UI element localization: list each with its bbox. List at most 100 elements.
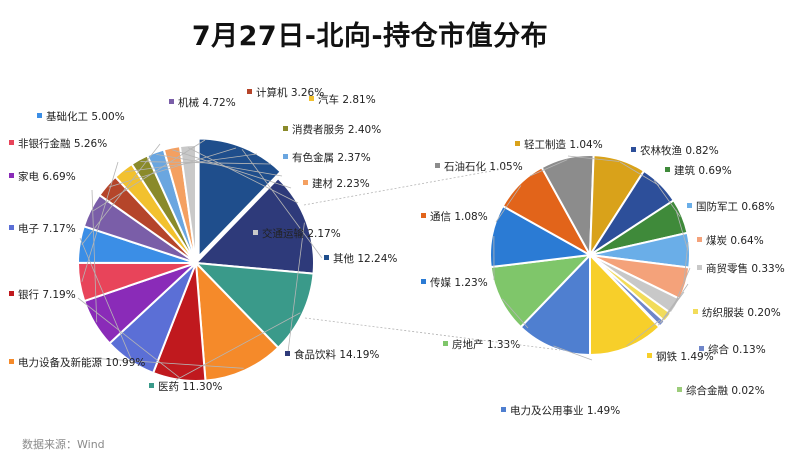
label-marker-main-9 bbox=[169, 99, 174, 104]
data-label-main-10: 计算机 3.26% bbox=[256, 86, 324, 99]
leader-line-sub-9 bbox=[683, 241, 689, 284]
label-marker-main-10 bbox=[247, 89, 252, 94]
label-marker-main-2 bbox=[149, 383, 154, 388]
leader-line-sub-14 bbox=[626, 319, 661, 347]
data-label-sub-11: 纺织服装 0.20% bbox=[702, 306, 781, 319]
label-marker-main-3 bbox=[9, 359, 14, 364]
data-label-main-0: 其他 12.24% bbox=[333, 252, 397, 265]
label-marker-main-5 bbox=[9, 225, 14, 230]
leader-line-sub-4 bbox=[529, 159, 568, 177]
data-label-main-4: 银行 7.19% bbox=[18, 288, 76, 301]
label-marker-sub-14 bbox=[647, 353, 652, 358]
leader-line-main-6 bbox=[91, 189, 98, 323]
label-marker-main-15 bbox=[253, 230, 258, 235]
data-label-main-12: 消费者服务 2.40% bbox=[292, 123, 381, 136]
data-label-main-11: 汽车 2.81% bbox=[318, 93, 376, 106]
label-marker-sub-2 bbox=[421, 279, 426, 284]
pie-slice-other-breakdown-14 bbox=[589, 252, 661, 357]
label-marker-main-0 bbox=[324, 255, 329, 260]
data-label-sub-2: 传媒 1.23% bbox=[430, 276, 488, 289]
leader-line-main-9 bbox=[92, 139, 206, 212]
label-marker-main-11 bbox=[309, 96, 314, 101]
leader-line-sub-12 bbox=[660, 291, 685, 323]
pie-slice-main-1 bbox=[193, 176, 315, 275]
pie-slice-main-2 bbox=[193, 261, 315, 350]
data-label-main-5: 电子 7.17% bbox=[18, 222, 76, 235]
label-marker-sub-4 bbox=[435, 163, 440, 168]
data-label-main-7: 非银行金融 5.26% bbox=[18, 137, 107, 150]
data-label-main-15: 交通运输 2.17% bbox=[262, 227, 341, 240]
data-label-main-6: 家电 6.69% bbox=[18, 170, 76, 183]
leader-line-sub-3 bbox=[495, 185, 522, 223]
data-label-sub-6: 农林牧渔 0.82% bbox=[640, 144, 719, 157]
label-marker-main-4 bbox=[9, 291, 14, 296]
data-label-sub-1: 房地产 1.33% bbox=[452, 338, 520, 351]
pie-slice-main-0 bbox=[197, 137, 283, 259]
label-marker-sub-11 bbox=[693, 309, 698, 314]
pie-main bbox=[76, 137, 315, 382]
leader-line-sub-1 bbox=[502, 298, 529, 329]
leader-line-main-4 bbox=[77, 297, 180, 378]
label-marker-sub-12 bbox=[699, 346, 704, 351]
label-marker-main-13 bbox=[283, 154, 288, 159]
data-label-main-3: 电力设备及新能源 10.99% bbox=[18, 356, 145, 369]
leader-line-main-15 bbox=[187, 147, 299, 204]
data-label-main-13: 有色金属 2.37% bbox=[292, 151, 371, 164]
pie-other-breakdown bbox=[489, 154, 691, 357]
data-label-main-9: 机械 4.72% bbox=[178, 96, 236, 109]
leader-line-main-2 bbox=[175, 312, 301, 381]
pie-slice-other-breakdown-0 bbox=[519, 252, 591, 357]
data-label-sub-10: 商贸零售 0.33% bbox=[706, 262, 785, 275]
data-label-main-1: 食品饮料 14.19% bbox=[294, 348, 379, 361]
leader-line-main-3 bbox=[89, 357, 244, 369]
connector-line-top bbox=[303, 167, 509, 206]
label-marker-main-6 bbox=[9, 173, 14, 178]
leader-line-main-0 bbox=[241, 149, 323, 259]
pie-slice-other-breakdown-1 bbox=[489, 253, 593, 329]
label-marker-sub-13 bbox=[677, 387, 682, 392]
pie-slice-main-3 bbox=[194, 260, 280, 382]
leader-line-sub-6 bbox=[619, 161, 660, 186]
data-label-sub-12: 综合 0.13% bbox=[708, 343, 766, 356]
leader-line-main-14 bbox=[172, 149, 292, 189]
label-marker-sub-5 bbox=[515, 141, 520, 146]
label-marker-main-7 bbox=[9, 140, 14, 145]
leader-line-sub-13 bbox=[657, 297, 679, 326]
label-marker-main-12 bbox=[283, 126, 288, 131]
label-marker-sub-6 bbox=[631, 147, 636, 152]
data-label-main-8: 基础化工 5.00% bbox=[46, 110, 125, 123]
label-marker-sub-1 bbox=[443, 341, 448, 346]
pie-slice-main-15 bbox=[178, 143, 197, 264]
data-label-sub-0: 电力及公用事业 1.49% bbox=[510, 404, 620, 417]
data-label-sub-5: 轻工制造 1.04% bbox=[524, 138, 603, 151]
data-label-sub-3: 通信 1.08% bbox=[430, 211, 488, 223]
data-label-sub-9: 煤炭 0.64% bbox=[706, 234, 764, 247]
label-marker-sub-3 bbox=[421, 213, 426, 218]
leader-line-main-8 bbox=[81, 143, 161, 245]
leader-line-main-10 bbox=[108, 147, 237, 188]
data-label-main-2: 医药 11.30% bbox=[158, 381, 222, 393]
chart-title: 7月27日-北向-持仓市值分布 bbox=[191, 21, 549, 52]
label-marker-sub-7 bbox=[665, 167, 670, 172]
connector-line-bottom bbox=[304, 317, 561, 351]
data-label-sub-7: 建筑 0.69% bbox=[674, 164, 732, 177]
label-marker-sub-0 bbox=[501, 407, 506, 412]
data-label-sub-14: 钢铁 1.49% bbox=[656, 350, 714, 363]
label-marker-main-1 bbox=[285, 351, 290, 356]
label-marker-sub-10 bbox=[697, 265, 702, 270]
data-label-sub-13: 综合金融 0.02% bbox=[686, 384, 765, 397]
data-label-sub-4: 石油石化 1.05% bbox=[444, 160, 523, 173]
label-marker-main-8 bbox=[37, 113, 42, 118]
leader-line-main-11 bbox=[124, 153, 258, 173]
label-marker-sub-8 bbox=[687, 203, 692, 208]
source-note: 数据来源：Wind bbox=[22, 438, 105, 451]
label-marker-sub-9 bbox=[697, 237, 702, 242]
leader-line-sub-8 bbox=[675, 209, 689, 251]
data-label-main-14: 建材 2.23% bbox=[312, 177, 370, 190]
leader-line-main-1 bbox=[287, 222, 305, 353]
label-marker-main-14 bbox=[303, 180, 308, 185]
data-label-sub-8: 国防军工 0.68% bbox=[696, 200, 775, 213]
leader-line-sub-0 bbox=[553, 345, 593, 361]
